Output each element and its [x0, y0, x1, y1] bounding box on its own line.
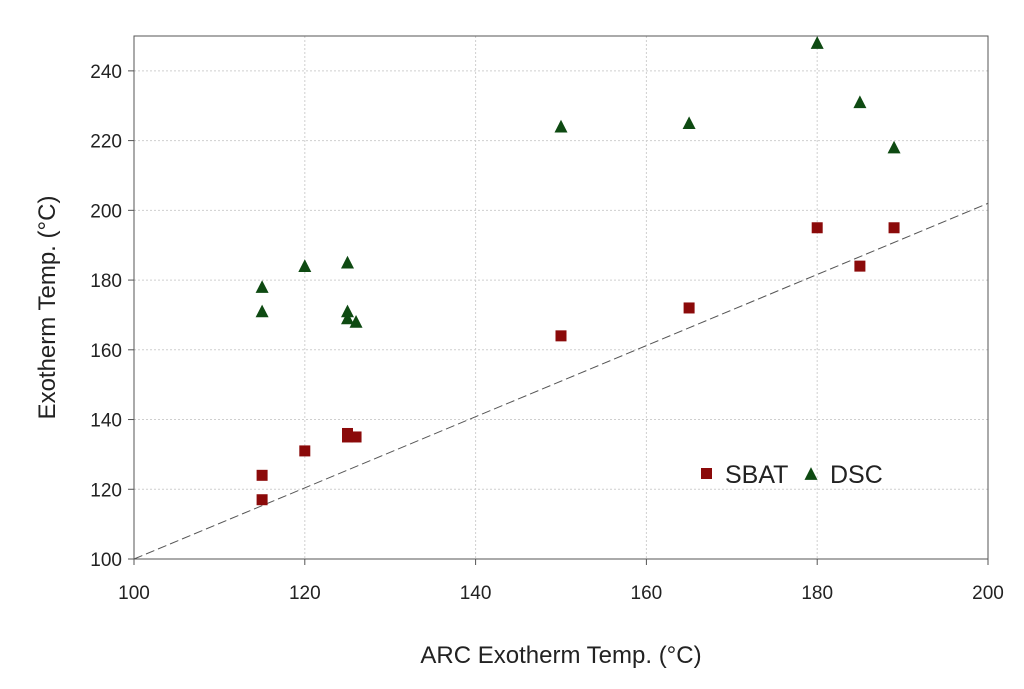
y-axis-title: Exotherm Temp. (°C) — [34, 196, 61, 420]
data-points — [255, 36, 901, 506]
axis-ticks: 100 120 140 160 180 200 100 120 140 160 180 200 220 2… — [90, 62, 1004, 604]
x-tick-label: 200 — [972, 583, 1004, 604]
legend-dsc-marker — [804, 467, 818, 480]
sbat-point — [350, 431, 362, 443]
legend-sbat-marker — [701, 468, 712, 479]
sbat-point — [342, 431, 353, 443]
y-tick-label: 100 — [90, 550, 122, 571]
x-tick-label: 140 — [460, 583, 492, 604]
x-tick-label: 160 — [631, 583, 663, 604]
y-tick-label: 220 — [90, 132, 122, 153]
y-tick-label: 240 — [90, 62, 122, 83]
sbat-point — [854, 260, 866, 272]
y-tick-label: 200 — [90, 201, 122, 222]
sbat-point — [555, 330, 567, 342]
x-tick-label: 100 — [118, 583, 150, 604]
x-axis-title: ARC Exotherm Temp. (°C) — [420, 642, 701, 669]
reference-line — [133, 202, 989, 560]
dsc-point — [341, 304, 354, 318]
y-tick-label: 160 — [90, 341, 122, 362]
dsc-point — [349, 315, 363, 328]
dsc-point — [255, 280, 269, 293]
sbat-point — [811, 222, 823, 234]
dsc-point — [298, 259, 312, 272]
y-tick-label: 180 — [90, 271, 122, 292]
y-tick-label: 120 — [90, 480, 122, 501]
sbat-point — [683, 302, 695, 314]
dsc-point — [810, 36, 824, 49]
dsc-point — [554, 119, 568, 133]
dsc-point — [682, 116, 696, 130]
sbat-point — [888, 222, 900, 234]
plot-area-frame — [133, 35, 989, 560]
gridlines — [134, 36, 988, 559]
dsc-point — [255, 304, 269, 318]
x-tick-label: 120 — [289, 583, 321, 604]
reference-line-group — [133, 202, 989, 560]
sbat-point — [256, 494, 268, 506]
sbat-point — [299, 445, 311, 457]
dsc-point — [341, 255, 354, 269]
legend-sbat-label: SBAT — [725, 461, 788, 489]
dsc-point — [341, 311, 354, 325]
dsc-point — [853, 95, 867, 109]
sbat-point — [256, 469, 268, 481]
legend-dsc-label: DSC — [830, 461, 883, 489]
dsc-point — [887, 140, 901, 154]
y-tick-label: 140 — [90, 411, 122, 432]
x-tick-label: 180 — [801, 583, 833, 604]
legend: SBAT DSC — [701, 461, 883, 489]
